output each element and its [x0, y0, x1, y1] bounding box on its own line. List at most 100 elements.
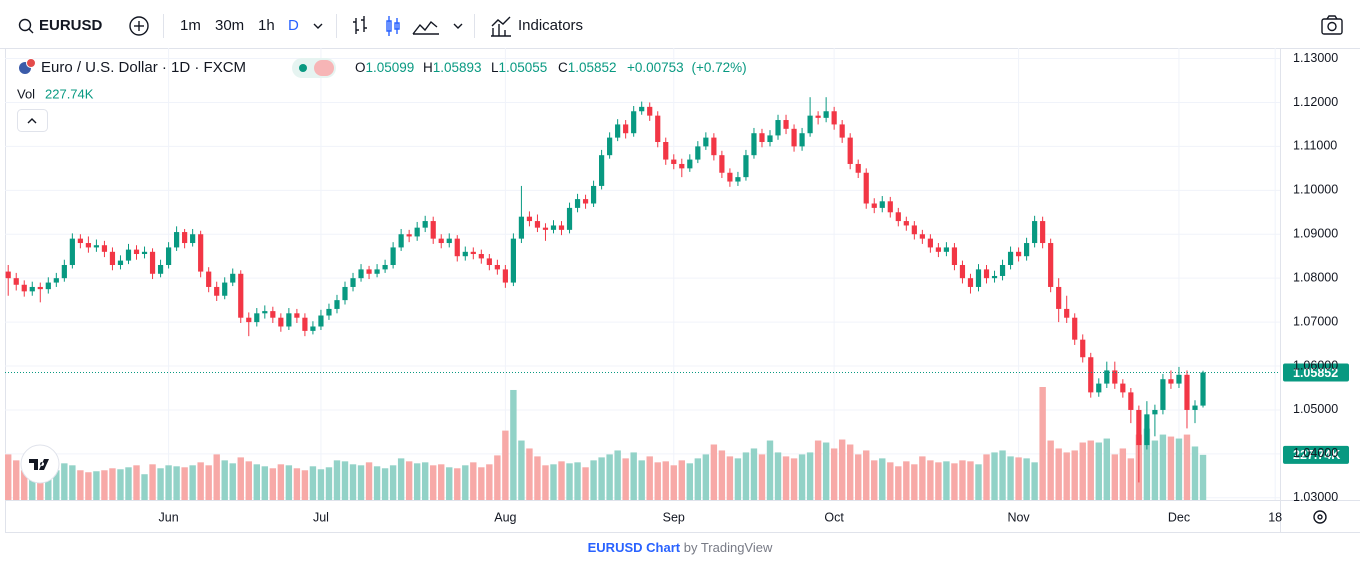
volume-bar	[13, 460, 20, 500]
ohlc-label: L	[491, 60, 499, 75]
price-labels: 1.05852 227.74K	[5, 363, 1349, 464]
candle-body	[510, 238, 516, 283]
collapse-icon	[27, 118, 37, 124]
volume-bar	[189, 465, 196, 500]
symbol-search[interactable]: EURUSD	[18, 17, 103, 34]
volume-bar	[758, 454, 766, 500]
candle-body	[1152, 409, 1158, 415]
candles-icon[interactable]	[386, 16, 400, 36]
area-icon[interactable]	[412, 20, 439, 35]
candle-body	[526, 216, 533, 222]
volume-bar	[606, 454, 613, 500]
candle-body	[943, 247, 950, 252]
volume-bar	[438, 464, 445, 500]
candle-body	[438, 238, 444, 244]
candle-body	[831, 111, 837, 125]
candle-body	[719, 155, 725, 173]
volume-bar	[77, 470, 84, 500]
volume-bar	[1055, 448, 1062, 500]
volume-bar	[125, 467, 132, 500]
volume-bar	[919, 456, 926, 500]
candle-body	[430, 221, 436, 239]
volume-bar	[983, 454, 990, 500]
candle-body	[198, 234, 204, 272]
candle-body	[959, 264, 966, 279]
candle-body	[1120, 383, 1126, 393]
indicators-button[interactable]: Indicators	[491, 16, 583, 37]
candle-body	[262, 311, 268, 314]
volume-value: 227.74K	[45, 86, 94, 101]
candle-body	[655, 115, 661, 143]
candle-body	[149, 251, 156, 274]
volume-bar	[430, 465, 437, 500]
volume-bar	[397, 458, 405, 500]
volume-bar	[133, 465, 140, 500]
candle-body	[350, 278, 356, 287]
x-tick-label: 18	[1268, 510, 1282, 524]
volume-bar	[69, 465, 76, 500]
volume-bar	[478, 467, 485, 500]
candle-body	[1080, 339, 1086, 358]
volume-bar	[959, 460, 966, 500]
volume-bar	[895, 466, 902, 500]
candle-body	[278, 317, 284, 327]
volume-bar	[967, 461, 974, 500]
bars-icon[interactable]	[353, 16, 367, 34]
candle-body	[414, 227, 420, 237]
candle-body	[101, 245, 108, 252]
candle-body	[117, 260, 124, 265]
chart-type-dropdown[interactable]	[453, 23, 463, 29]
symbol[interactable]: EURUSD	[39, 17, 103, 34]
candle-body	[775, 120, 781, 136]
candle-body	[1056, 286, 1062, 309]
volume-bar	[935, 462, 942, 500]
compare-button[interactable]	[129, 16, 149, 36]
candle-body	[1032, 221, 1038, 244]
candle-body	[895, 212, 901, 222]
interval-active[interactable]: D	[288, 17, 299, 34]
candle-body	[534, 221, 541, 228]
snapshot-button[interactable]	[1321, 15, 1343, 35]
y-tick-label: 1.07000	[1293, 314, 1338, 328]
candle-body	[1176, 374, 1182, 384]
volume-bar	[1175, 438, 1183, 500]
candle-body	[302, 317, 308, 331]
collapse-legend[interactable]	[17, 109, 48, 132]
interval-dropdown[interactable]	[313, 23, 323, 29]
volume-bar	[887, 462, 894, 500]
footer-link[interactable]: EURUSD Chart	[588, 540, 681, 555]
volume-bar	[229, 463, 236, 500]
volume-bar	[502, 430, 509, 500]
ohlc-legend: O1.05099 H1.05893 L1.05055 C1.05852 +0.0…	[355, 60, 747, 75]
candle-body	[550, 225, 557, 230]
candle-body	[141, 251, 148, 255]
interval[interactable]: 1m	[180, 17, 201, 34]
volume-bar	[774, 452, 782, 500]
volume-bar	[742, 452, 750, 500]
candle-body	[791, 128, 797, 147]
candle-body	[1088, 357, 1094, 393]
volume-bar	[357, 465, 365, 500]
candle-body	[727, 172, 733, 182]
indicators-label[interactable]: Indicators	[518, 17, 583, 34]
settings-icon[interactable]	[1313, 510, 1327, 524]
volume-bar	[1191, 446, 1199, 500]
x-tick-label: Oct	[824, 510, 844, 524]
candle-body	[342, 286, 348, 301]
interval[interactable]: 1h	[258, 17, 275, 34]
volume-bar	[951, 463, 958, 500]
market-status-dot	[299, 64, 307, 72]
candle-body	[823, 111, 829, 118]
y-tick-label: 1.04000	[1293, 446, 1338, 460]
flag-icon	[26, 58, 36, 68]
candle-body	[29, 286, 35, 292]
volume-bar	[863, 450, 870, 500]
volume-bar	[694, 458, 702, 500]
candle-body	[799, 133, 805, 147]
candle-body	[374, 269, 380, 274]
tradingview-logo[interactable]	[20, 444, 60, 484]
volume-bar	[790, 458, 798, 500]
candle-body	[558, 225, 565, 230]
interval[interactable]: 30m	[215, 17, 244, 34]
